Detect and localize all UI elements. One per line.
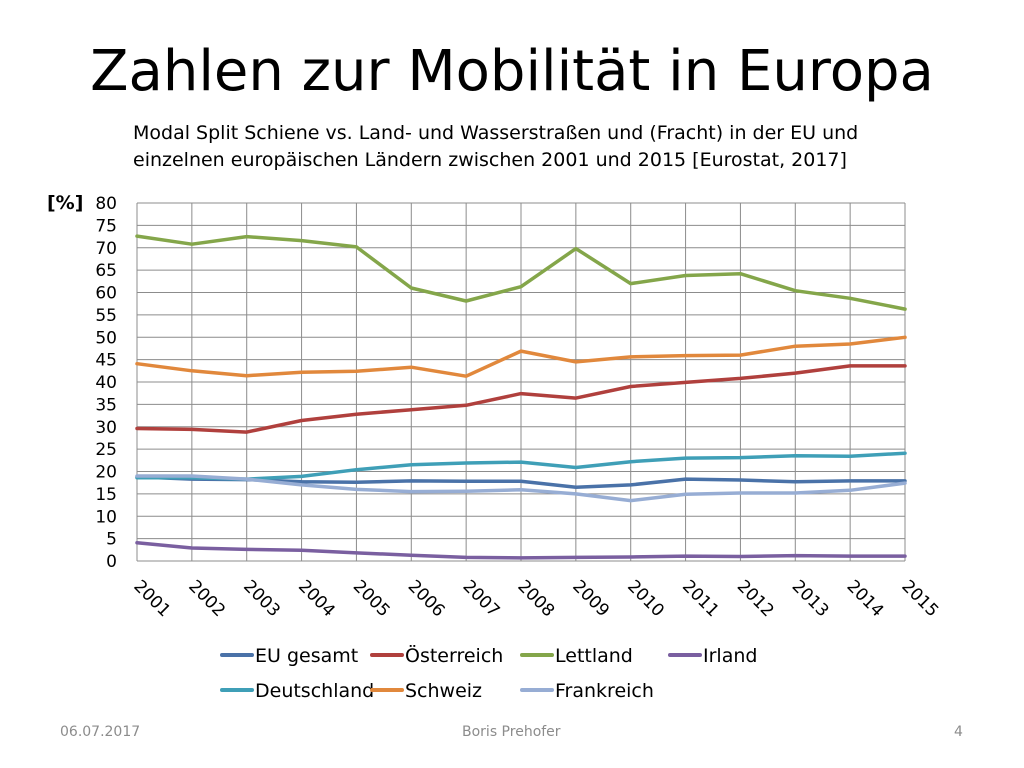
series-line (135, 335, 907, 378)
y-tick-label: 0 (106, 552, 117, 572)
legend-label: Schweiz (405, 680, 482, 702)
x-tick-label: 2008 (513, 576, 558, 621)
chart-subtitle: Modal Split Schiene vs. Land- und Wasser… (133, 120, 893, 174)
series-line (135, 364, 907, 434)
x-tick-label: 2010 (623, 576, 668, 621)
y-tick-label: 15 (95, 485, 117, 505)
x-tick-label: 2005 (349, 576, 394, 621)
footer-date: 06.07.2017 (60, 724, 141, 740)
y-tick-label: 25 (95, 440, 117, 460)
footer-page-number: 4 (954, 724, 963, 740)
x-tick-label: 2009 (568, 576, 613, 621)
legend-label: Irland (703, 645, 757, 667)
x-tick-label: 2011 (678, 576, 723, 621)
y-tick-label: 35 (95, 395, 117, 415)
y-tick-label: 60 (95, 284, 117, 304)
y-tick-label: 55 (95, 306, 117, 326)
x-tick-label: 2013 (788, 576, 833, 621)
subtitle-line-1: Modal Split Schiene vs. Land- und Wasser… (133, 122, 859, 144)
x-tick-label: 2001 (129, 576, 174, 621)
y-tick-label: 30 (95, 418, 117, 438)
x-tick-label: 2006 (404, 576, 449, 621)
y-tick-label: 75 (95, 216, 117, 236)
legend-label: Deutschland (255, 680, 374, 702)
y-tick-label: 45 (95, 351, 117, 371)
legend-label: Österreich (405, 644, 503, 667)
y-tick-label: 50 (95, 328, 117, 348)
legend-label: Lettland (555, 645, 633, 667)
y-tick-label: 80 (95, 194, 117, 214)
slide-title: Zahlen zur Mobilität in Europa (90, 39, 934, 104)
x-tick-label: 2007 (459, 576, 504, 621)
series-line (135, 234, 907, 311)
x-tick-label: 2002 (184, 576, 229, 621)
x-tick-label: 2003 (239, 576, 284, 621)
x-tick-label: 2004 (294, 576, 339, 621)
series-line (135, 474, 907, 503)
footer-author: Boris Prehofer (462, 724, 561, 740)
y-tick-label: 65 (95, 261, 117, 281)
x-tick-label: 2014 (843, 576, 888, 621)
y-tick-label: 10 (95, 507, 117, 527)
x-tick-label: 2015 (897, 576, 942, 621)
x-tick-label: 2012 (733, 576, 778, 621)
subtitle-line-2: einzelnen europäischen Ländern zwischen … (133, 149, 847, 171)
series-line (135, 451, 907, 481)
legend-label: EU gesamt (255, 645, 358, 667)
y-tick-label: 5 (106, 530, 117, 550)
y-tick-label: 20 (95, 463, 117, 483)
y-tick-label: 70 (95, 239, 117, 259)
y-tick-label: 40 (95, 373, 117, 393)
y-axis-label: [%] (47, 192, 83, 214)
legend-label: Frankreich (555, 680, 654, 702)
series-line (135, 540, 907, 560)
